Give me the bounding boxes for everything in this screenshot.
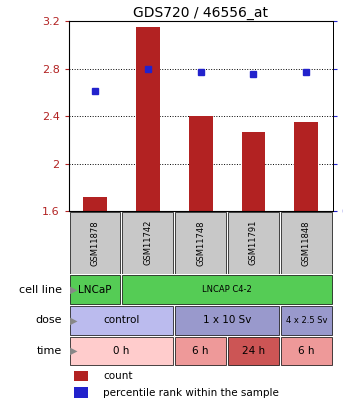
FancyBboxPatch shape bbox=[281, 337, 332, 365]
Text: GSM11791: GSM11791 bbox=[249, 220, 258, 266]
Bar bbox=[74, 371, 88, 381]
Text: GSM11878: GSM11878 bbox=[91, 220, 99, 266]
Text: 4 x 2.5 Sv: 4 x 2.5 Sv bbox=[286, 316, 327, 325]
FancyBboxPatch shape bbox=[175, 337, 226, 365]
FancyBboxPatch shape bbox=[70, 212, 120, 273]
Text: cell line: cell line bbox=[19, 285, 62, 294]
Text: GSM11748: GSM11748 bbox=[196, 220, 205, 266]
FancyBboxPatch shape bbox=[228, 337, 279, 365]
FancyBboxPatch shape bbox=[122, 275, 332, 304]
FancyBboxPatch shape bbox=[70, 275, 120, 304]
Text: ▶: ▶ bbox=[70, 315, 78, 325]
Text: GSM11742: GSM11742 bbox=[143, 220, 152, 266]
Bar bbox=[189, 116, 213, 211]
FancyBboxPatch shape bbox=[175, 212, 226, 273]
Text: LNCAP C4-2: LNCAP C4-2 bbox=[202, 285, 252, 294]
Text: 0 h: 0 h bbox=[113, 346, 130, 356]
Text: GSM11848: GSM11848 bbox=[302, 220, 311, 266]
Bar bbox=[241, 132, 265, 211]
Bar bbox=[74, 387, 88, 398]
FancyBboxPatch shape bbox=[228, 212, 279, 273]
Text: 1 x 10 Sv: 1 x 10 Sv bbox=[203, 315, 251, 325]
Text: dose: dose bbox=[35, 315, 62, 325]
Text: time: time bbox=[36, 346, 62, 356]
Text: ▶: ▶ bbox=[70, 346, 78, 356]
Text: LNCaP: LNCaP bbox=[78, 285, 112, 294]
Text: ▶: ▶ bbox=[70, 285, 78, 294]
Bar bbox=[294, 122, 318, 211]
FancyBboxPatch shape bbox=[70, 306, 173, 335]
FancyBboxPatch shape bbox=[122, 212, 173, 273]
Bar bbox=[83, 197, 107, 211]
Text: 6 h: 6 h bbox=[298, 346, 315, 356]
Text: 6 h: 6 h bbox=[192, 346, 209, 356]
FancyBboxPatch shape bbox=[70, 337, 173, 365]
Text: count: count bbox=[103, 371, 132, 381]
Title: GDS720 / 46556_at: GDS720 / 46556_at bbox=[133, 6, 268, 20]
FancyBboxPatch shape bbox=[175, 306, 279, 335]
Text: percentile rank within the sample: percentile rank within the sample bbox=[103, 388, 279, 398]
FancyBboxPatch shape bbox=[281, 306, 332, 335]
Text: 24 h: 24 h bbox=[242, 346, 265, 356]
Text: control: control bbox=[103, 315, 140, 325]
Bar bbox=[136, 27, 160, 211]
FancyBboxPatch shape bbox=[281, 212, 332, 273]
